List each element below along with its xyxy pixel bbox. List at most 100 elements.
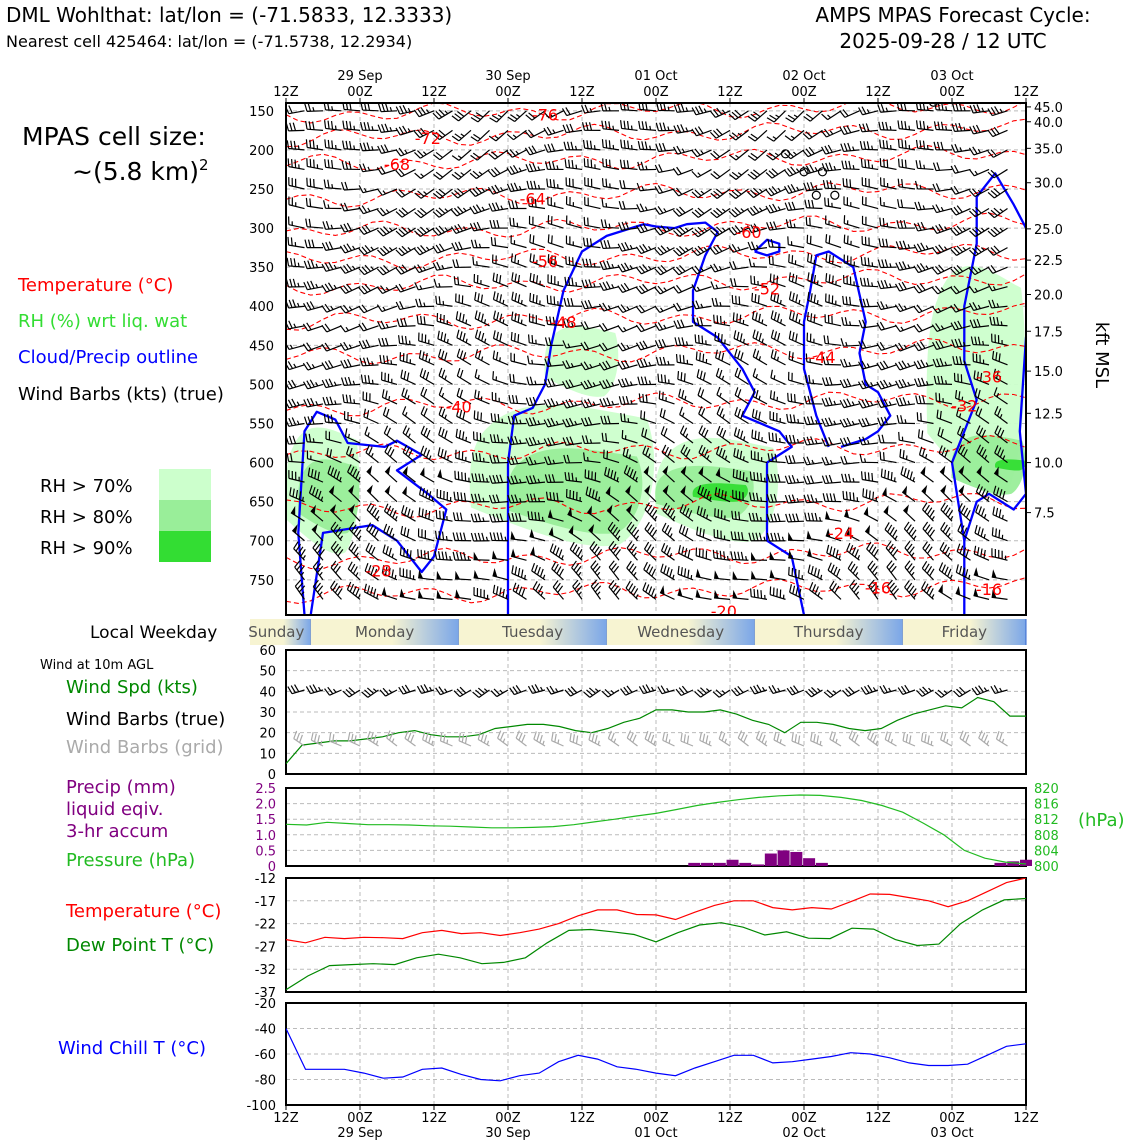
barb-full	[842, 109, 849, 117]
barb-full	[435, 209, 443, 216]
barb-staff	[473, 227, 490, 232]
barb-full	[884, 469, 887, 479]
barb-half	[672, 574, 675, 579]
wind-barb	[994, 406, 1008, 424]
barb-full	[906, 524, 912, 532]
barb-staff	[807, 319, 823, 327]
barb-full	[995, 507, 999, 517]
barb-half	[385, 286, 390, 291]
wind-barb	[567, 507, 583, 522]
wind-barb	[451, 188, 472, 199]
barb-full	[458, 430, 462, 439]
barb-half	[667, 360, 670, 366]
barb-full	[975, 484, 981, 493]
barb-half	[516, 114, 521, 118]
barb-full	[458, 241, 463, 250]
barb-full	[367, 564, 372, 574]
barb-staff	[806, 422, 823, 426]
barb-full	[738, 511, 741, 521]
barb-staff	[584, 204, 601, 210]
barb-full	[691, 300, 697, 309]
barb-staff	[658, 168, 675, 174]
wind-barb	[288, 196, 305, 210]
cloud-outline-path	[506, 221, 806, 615]
wind-barb	[470, 239, 490, 249]
barb-full	[300, 549, 306, 557]
barb-full	[914, 201, 919, 211]
barb-full	[491, 185, 497, 194]
barb-full	[698, 406, 703, 415]
barb-full	[398, 247, 406, 255]
wind-barb	[845, 526, 860, 542]
barb-full	[383, 226, 390, 233]
barb-full	[927, 546, 933, 554]
barb-staff	[382, 396, 398, 405]
barb-half	[925, 245, 929, 250]
barb-half	[857, 555, 861, 560]
barb-staff	[456, 318, 472, 327]
barb-half	[556, 165, 559, 170]
barb-half	[660, 307, 664, 312]
barb-half	[977, 148, 981, 154]
barb-full	[436, 261, 441, 270]
barb-staff	[973, 360, 990, 366]
barb-full	[937, 121, 941, 130]
barb-half	[912, 477, 915, 482]
barb-full	[348, 521, 355, 530]
barb-full	[615, 549, 621, 557]
barb-full	[788, 494, 793, 503]
wind-barb	[752, 368, 768, 385]
wind-barb	[969, 302, 990, 311]
wind-barb	[321, 342, 342, 352]
wind-barb	[617, 262, 638, 273]
barb-staff	[438, 375, 453, 385]
wind-barb	[734, 367, 749, 385]
barb-staff	[455, 301, 472, 307]
barb-staff	[529, 280, 546, 288]
barb-staff	[862, 478, 879, 483]
barb-full	[642, 445, 647, 454]
barb-half	[870, 382, 874, 387]
barb-staff	[940, 529, 953, 542]
wind-barb	[342, 120, 361, 131]
barb-staff	[381, 149, 398, 154]
barb-half	[982, 340, 985, 346]
barb-staff	[566, 383, 583, 390]
barb-full	[405, 427, 410, 436]
wind-barb	[420, 406, 435, 424]
barb-full	[420, 127, 427, 135]
barb-full	[291, 398, 297, 407]
barb-full	[931, 324, 938, 332]
barb-full	[795, 275, 798, 284]
barb-full	[403, 527, 407, 536]
wind-barb	[654, 338, 675, 349]
barb-full	[358, 185, 364, 193]
wind-barb	[474, 389, 490, 405]
wind-barb	[730, 531, 749, 542]
barb-full	[303, 281, 308, 290]
barb-full	[473, 133, 481, 140]
barb-full	[305, 120, 308, 130]
barb-staff	[733, 247, 749, 253]
barb-full	[506, 167, 512, 175]
barb-half	[331, 184, 334, 189]
barb-staff	[529, 403, 546, 407]
barb-full	[327, 414, 330, 423]
barb-staff	[844, 222, 860, 229]
barb-full	[728, 261, 734, 270]
barb-staff	[862, 203, 879, 210]
barb-full	[335, 526, 341, 535]
barb-full	[306, 361, 312, 370]
wind-barb	[376, 265, 398, 276]
nearest-cell: Nearest cell 425464: lat/lon = (-71.5738…	[6, 32, 412, 51]
barb-staff	[936, 364, 953, 368]
wind-barb	[366, 484, 379, 503]
barb-full	[676, 145, 682, 154]
barb-half	[999, 227, 1004, 232]
barb-full	[660, 245, 667, 253]
wind-barb	[581, 279, 601, 289]
barb-full	[462, 431, 465, 440]
barb-full	[969, 230, 976, 237]
barb-full	[547, 456, 552, 465]
barb-full	[643, 358, 648, 367]
